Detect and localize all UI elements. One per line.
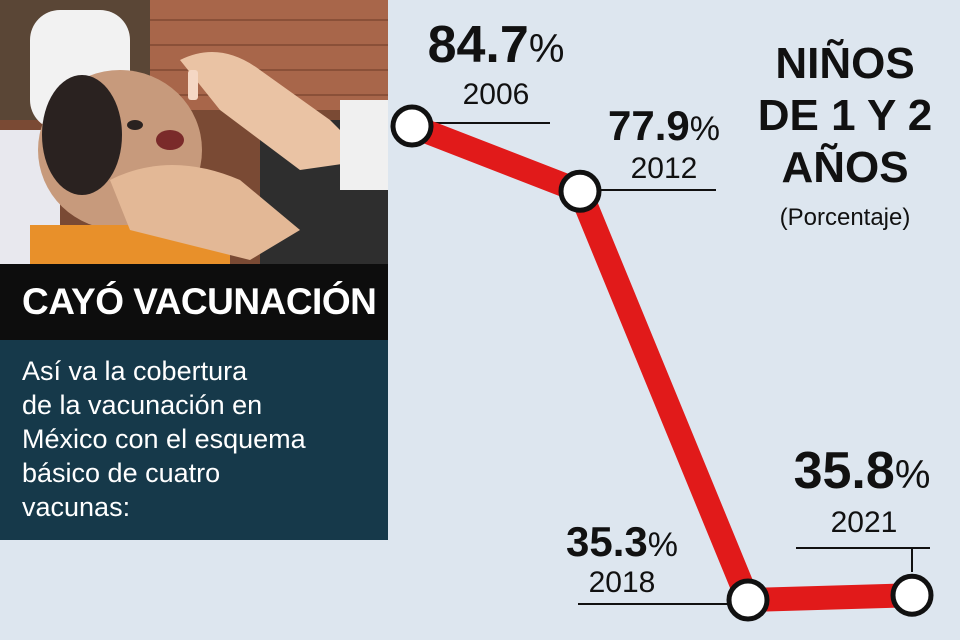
data-point [726,578,770,622]
data-label: 84.7% [428,16,565,74]
data-point [558,169,602,213]
tick-label: 2018 [589,566,656,599]
description-line: vacunas: [22,492,131,522]
description-line: de la vacunación en [22,390,263,420]
headline: CAYÓ VACUNACIÓN [0,264,388,340]
data-label-value: 35.3 [566,518,648,565]
data-point [390,104,434,148]
data-label: 77.9% [608,102,720,149]
description-line: básico de cuatro [22,458,221,488]
description: Así va la cobertura de la vacunación en … [0,340,388,540]
data-label-unit: % [648,526,678,564]
tick-label: 2012 [631,152,698,185]
description-line: Así va la cobertura [22,356,248,386]
tick-label: 2021 [831,506,898,539]
chart-title-line: AÑOS [781,143,909,192]
left-panel: CAYÓ VACUNACIÓN Así va la cobertura de l… [0,0,388,640]
data-label: 35.3% [566,518,678,565]
description-line: México con el esquema [22,424,306,454]
data-label: 35.8% [794,442,931,500]
chart-subtitle: (Porcentaje) [779,204,911,231]
data-label-value: 84.7 [428,16,529,74]
data-label-value: 35.8 [794,442,895,500]
data-label-unit: % [690,110,720,148]
data-label-value: 77.9 [608,102,690,149]
tick-label: 2006 [463,78,530,111]
data-label-unit: % [529,27,565,71]
photo-illustration [0,0,388,264]
data-label-unit: % [895,453,931,497]
data-point [890,573,934,617]
chart-title-line: DE 1 Y 2 [757,91,933,140]
series-line [407,114,913,613]
chart-title-line: NIÑOS [775,39,915,88]
vaccination-photo-icon [0,0,388,264]
chart-title: NIÑOS DE 1 Y 2 AÑOS [730,38,960,194]
